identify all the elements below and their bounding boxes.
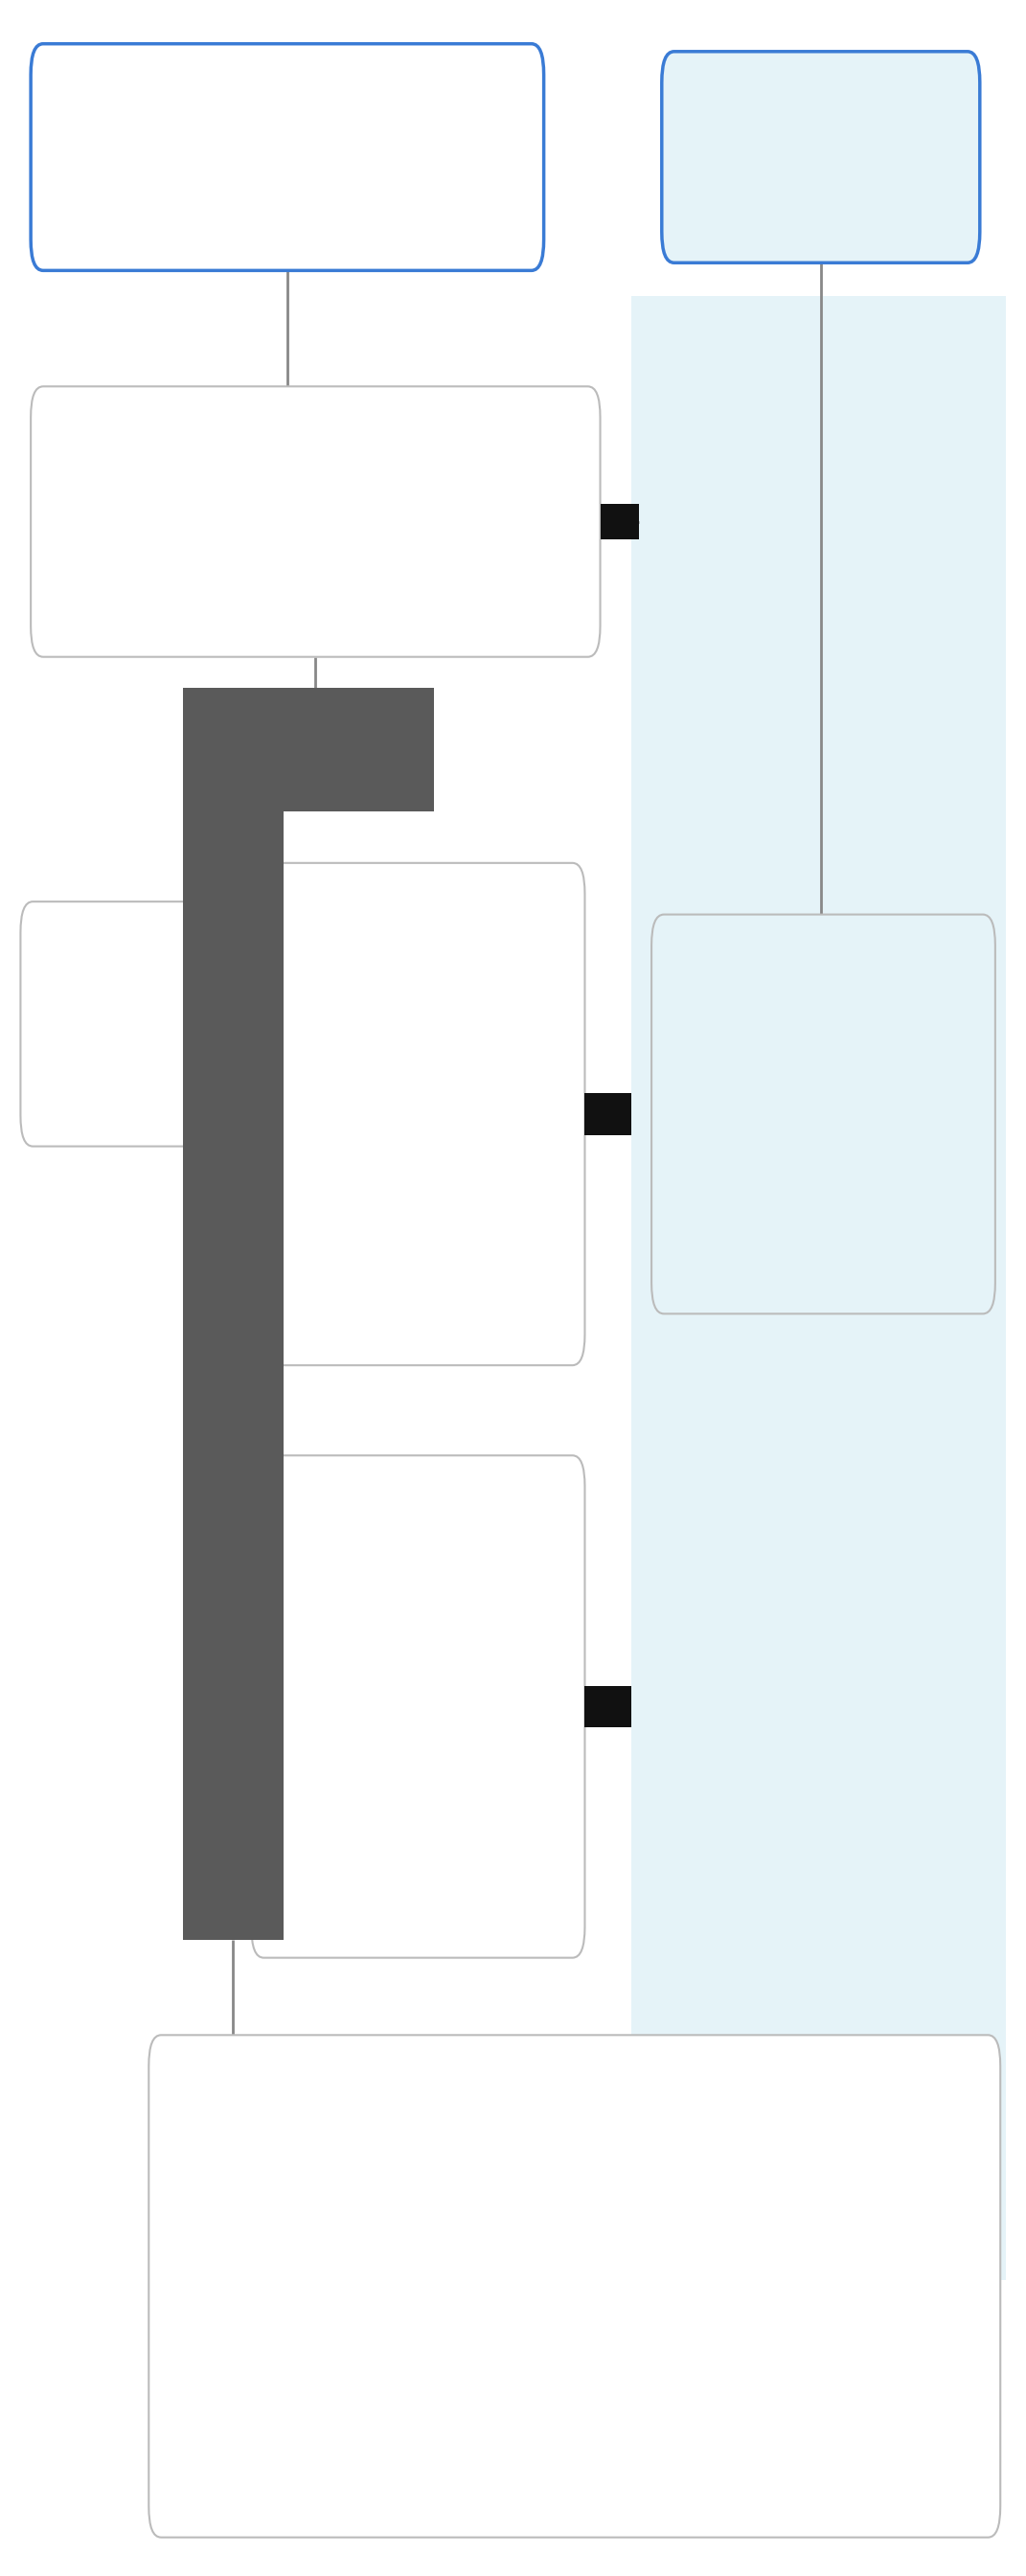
FancyBboxPatch shape	[631, 296, 1005, 2280]
Text: Electronic
Health
Record
Office: Electronic Health Record Office	[764, 100, 877, 214]
FancyBboxPatch shape	[183, 768, 283, 1940]
Text: Learn more >: Learn more >	[350, 1301, 486, 1319]
FancyBboxPatch shape	[21, 902, 241, 1146]
Text: Working Group on Data
and Information Standards
(WG-IS): Working Group on Data and Information St…	[164, 440, 467, 520]
FancyBboxPatch shape	[585, 1092, 631, 1133]
FancyBboxPatch shape	[31, 386, 600, 657]
Text: • Participant Master Index
• Provider Index
• Immunisation Record
• Drug Record
: • Participant Master Index • Provider In…	[174, 2066, 544, 2354]
FancyBboxPatch shape	[251, 1455, 585, 1958]
Text: Steering Committee on
eHealth: Steering Committee on eHealth	[148, 131, 427, 183]
FancyBboxPatch shape	[251, 863, 585, 1365]
FancyBboxPatch shape	[31, 44, 544, 270]
FancyBboxPatch shape	[585, 1685, 631, 1726]
FancyBboxPatch shape	[600, 505, 639, 541]
FancyBboxPatch shape	[149, 2035, 1000, 2537]
Text: Learn more >: Learn more >	[750, 1249, 897, 1267]
Text: Technical
Task
Force: Technical Task Force	[82, 989, 180, 1059]
FancyBboxPatch shape	[652, 914, 995, 1314]
Text: Learn more >: Learn more >	[350, 1893, 486, 1911]
Text: Learn more >: Learn more >	[238, 587, 393, 611]
Text: Domain
Group on
Electronic
Health
Record
Content and
Information
Standards
(eHR : Domain Group on Electronic Health Record…	[357, 1558, 479, 1772]
Text: Coordinating
Group on
Electronic
Health
Record
Content and
Information
Standards: Coordinating Group on Electronic Health …	[354, 966, 482, 1180]
FancyBboxPatch shape	[662, 52, 980, 263]
Text: Electronic
Health Record
Information
Standards
Office: Electronic Health Record Information Sta…	[748, 1015, 899, 1131]
FancyBboxPatch shape	[183, 688, 434, 811]
